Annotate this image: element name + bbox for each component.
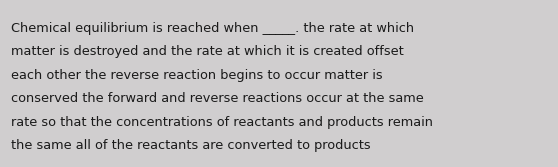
Text: conserved the forward and reverse reactions occur at the same: conserved the forward and reverse reacti… [11,93,424,106]
Text: the same all of the reactants are converted to products: the same all of the reactants are conver… [11,139,371,152]
Text: matter is destroyed and the rate at which it is created offset: matter is destroyed and the rate at whic… [11,45,404,58]
Text: rate so that the concentrations of reactants and products remain: rate so that the concentrations of react… [11,116,433,129]
Text: Chemical equilibrium is reached when _____. the rate at which: Chemical equilibrium is reached when ___… [11,22,414,35]
Text: each other the reverse reaction begins to occur matter is: each other the reverse reaction begins t… [11,69,383,82]
